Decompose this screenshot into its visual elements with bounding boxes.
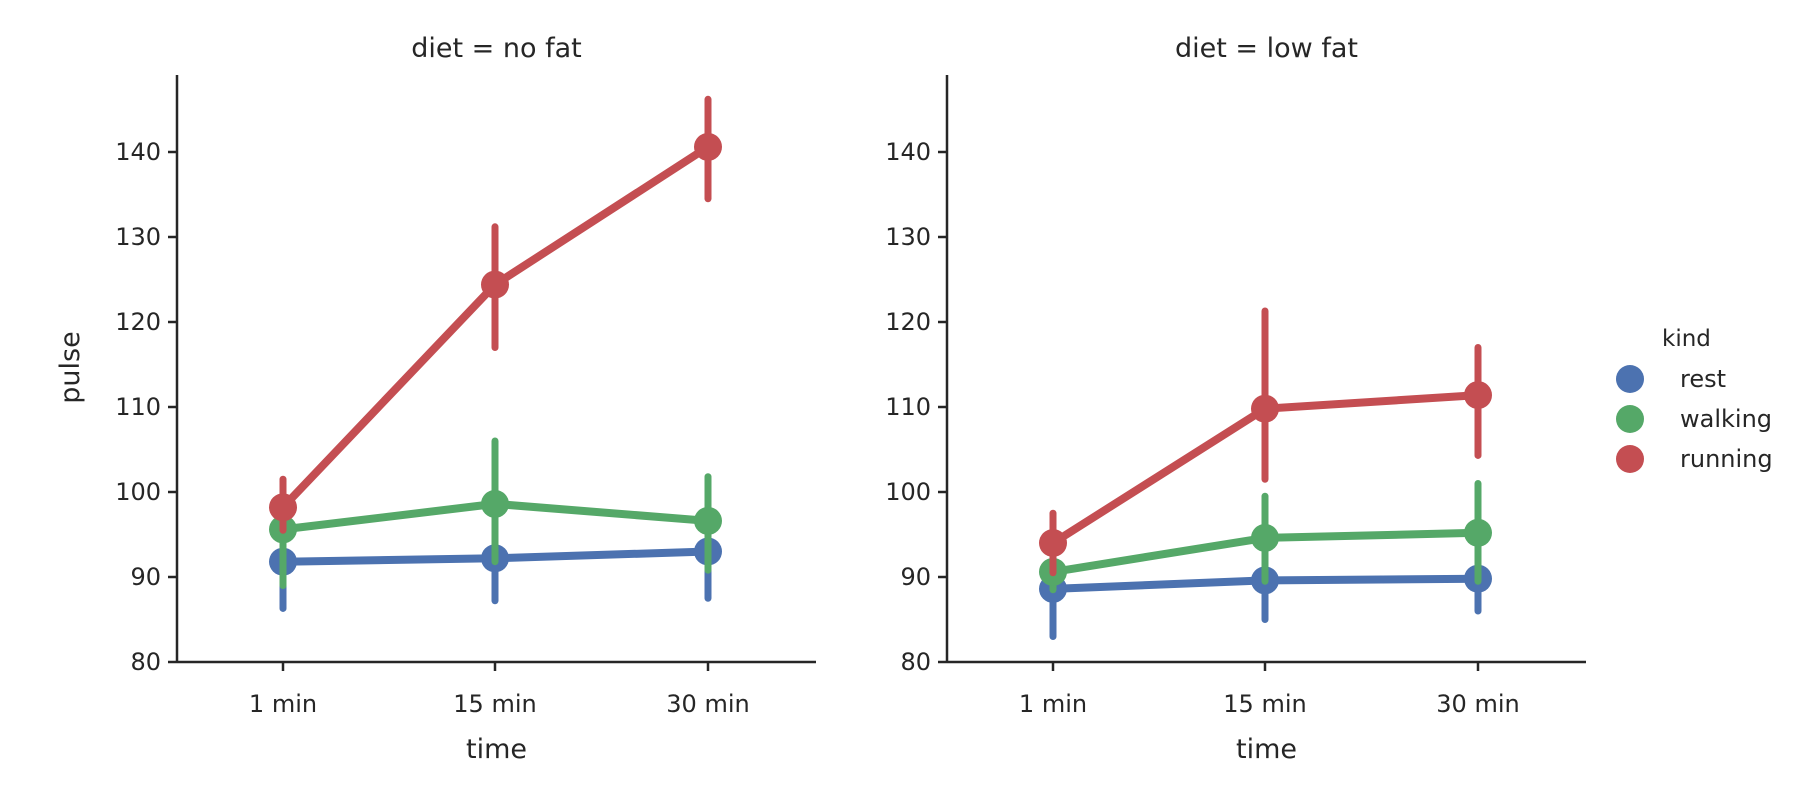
x-tick-label: 30 min — [666, 690, 749, 718]
legend-marker — [1616, 405, 1644, 433]
y-tick-label: 120 — [885, 308, 931, 336]
data-point — [694, 506, 722, 535]
x-tick-label: 30 min — [1436, 690, 1519, 718]
panel-1: diet = no fat 80 90 100 110 120 130 140 1 min 15 … — [55, 33, 816, 765]
y-tick-label: 140 — [115, 138, 161, 166]
legend-title: kind — [1662, 326, 1711, 352]
data-point — [694, 132, 722, 161]
y-tick-label: 130 — [115, 223, 161, 251]
data-point — [1464, 518, 1492, 547]
y-tick-label: 80 — [130, 648, 161, 676]
y-tick-label: 90 — [130, 563, 161, 591]
x-axis-label: time — [466, 734, 527, 765]
y-tick-label: 80 — [900, 648, 931, 676]
chart-panels: diet = no fat 80 90 100 110 120 130 140 1 min 15 … — [55, 33, 1586, 765]
legend: kind rest walking running — [1616, 326, 1773, 473]
data-point — [1039, 529, 1067, 557]
data-point — [481, 489, 509, 518]
y-tick-label: 100 — [115, 478, 161, 506]
y-tick-label: 90 — [900, 563, 931, 591]
x-axis-label: time — [1236, 734, 1297, 765]
legend-item-walking: walking — [1616, 405, 1772, 433]
y-tick-label: 110 — [885, 393, 931, 421]
y-tick-label: 100 — [885, 478, 931, 506]
y-tick-label: 140 — [885, 138, 931, 166]
series-walking — [1039, 480, 1492, 594]
panel-title: diet = no fat — [411, 33, 581, 64]
y-tick-label: 130 — [885, 223, 931, 251]
data-point — [481, 270, 509, 299]
legend-item-running: running — [1616, 445, 1773, 473]
x-tick-label: 1 min — [249, 690, 317, 718]
legend-marker — [1616, 445, 1644, 473]
y-tick-label: 120 — [115, 308, 161, 336]
legend-marker — [1616, 365, 1644, 393]
series-running — [1039, 307, 1492, 577]
legend-label: running — [1680, 445, 1773, 473]
data-point — [269, 493, 297, 522]
y-axis-label: pulse — [55, 331, 86, 403]
x-tick-label: 15 min — [453, 690, 536, 718]
panel-title: diet = low fat — [1175, 33, 1358, 64]
data-point — [1251, 394, 1279, 423]
legend-item-rest: rest — [1616, 365, 1726, 393]
series-running — [269, 95, 722, 534]
legend-label: rest — [1680, 365, 1726, 393]
y-tick-label: 110 — [115, 393, 161, 421]
x-tick-label: 15 min — [1223, 690, 1306, 718]
data-point — [1464, 381, 1492, 410]
panel-2: diet = low fat 80 90 100 110 120 130 140 1 min 15… — [885, 33, 1586, 765]
x-tick-label: 1 min — [1019, 690, 1087, 718]
data-point — [1251, 523, 1279, 552]
legend-label: walking — [1680, 405, 1772, 433]
